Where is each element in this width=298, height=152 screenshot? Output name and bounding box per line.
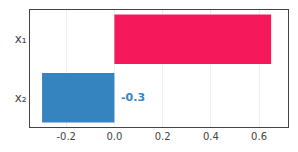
svg-text:x₁: x₁ xyxy=(15,32,27,46)
svg-text:-0.3: -0.3 xyxy=(121,91,145,104)
svg-text:0.2: 0.2 xyxy=(155,131,171,142)
svg-text:0.6: 0.6 xyxy=(251,131,267,142)
svg-text:0.4: 0.4 xyxy=(203,131,219,142)
svg-text:x₂: x₂ xyxy=(15,91,27,105)
svg-text:-0.2: -0.2 xyxy=(56,131,76,142)
svg-text:0.0: 0.0 xyxy=(106,131,122,142)
